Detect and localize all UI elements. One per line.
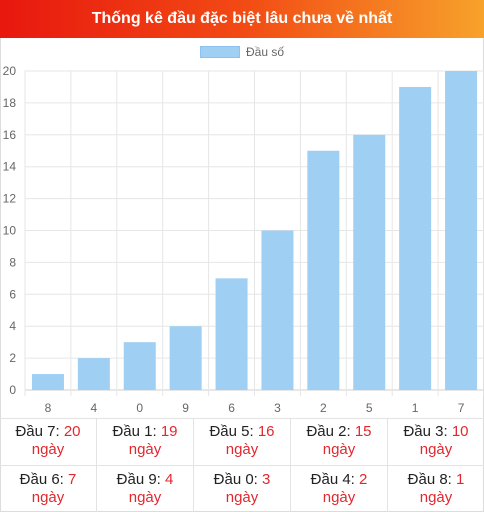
legend-label: Đầu số bbox=[245, 44, 285, 59]
x-tick-label: 2 bbox=[320, 401, 327, 415]
stat-cell: Đầu 6: 7 ngày bbox=[0, 466, 96, 511]
stat-value: 2 bbox=[359, 471, 368, 488]
bar bbox=[169, 326, 202, 390]
y-tick-label: 4 bbox=[9, 319, 16, 333]
bar bbox=[261, 230, 294, 390]
bar bbox=[215, 278, 248, 390]
stat-unit: ngày bbox=[31, 441, 65, 458]
bar bbox=[445, 71, 478, 390]
x-tick-label: 9 bbox=[182, 401, 189, 415]
x-tick-label: 5 bbox=[366, 401, 373, 415]
stats-grid: Đầu 7: 20 ngày Đầu 1: 19 ngày Đầu 5: 16 … bbox=[0, 418, 484, 512]
x-tick-label: 1 bbox=[412, 401, 419, 415]
y-tick-label: 0 bbox=[9, 383, 16, 397]
stat-unit: ngày bbox=[419, 489, 453, 506]
stat-value: 16 bbox=[257, 423, 275, 440]
stat-cell: Đầu 4: 2 ngày bbox=[291, 466, 387, 511]
legend-swatch bbox=[199, 45, 240, 58]
stat-label: Đầu 0: bbox=[213, 471, 258, 488]
stats-divider bbox=[0, 465, 484, 466]
stat-label: Đầu 3: bbox=[403, 423, 448, 440]
stat-unit: ngày bbox=[225, 489, 259, 506]
stat-label: Đầu 8: bbox=[407, 471, 452, 488]
stat-cell: Đầu 2: 15 ngày bbox=[291, 418, 387, 463]
y-tick-label: 14 bbox=[3, 160, 17, 174]
stat-cell: Đầu 0: 3 ngày bbox=[194, 466, 290, 511]
stat-label: Đầu 5: bbox=[209, 423, 254, 440]
stat-cell: Đầu 5: 16 ngày bbox=[194, 418, 290, 463]
stat-label: Đầu 1: bbox=[112, 423, 157, 440]
bar bbox=[123, 342, 156, 390]
stat-cell: Đầu 8: 1 ngày bbox=[388, 466, 484, 511]
y-tick-label: 6 bbox=[9, 287, 16, 301]
y-tick-label: 12 bbox=[3, 192, 17, 206]
x-tick-label: 7 bbox=[458, 401, 465, 415]
stat-value: 10 bbox=[451, 423, 469, 440]
stat-cell: Đầu 9: 4 ngày bbox=[97, 466, 193, 511]
stat-label: Đầu 4: bbox=[310, 471, 355, 488]
stat-value: 4 bbox=[165, 471, 174, 488]
bar bbox=[399, 86, 432, 390]
stat-value: 19 bbox=[160, 423, 178, 440]
y-tick-label: 16 bbox=[3, 128, 17, 142]
stat-value: 20 bbox=[63, 423, 81, 440]
stat-label: Đầu 6: bbox=[19, 471, 64, 488]
y-tick-label: 18 bbox=[3, 96, 17, 110]
x-tick-label: 0 bbox=[136, 401, 143, 415]
stats-divider bbox=[0, 418, 484, 419]
chart-legend[interactable]: Đầu số bbox=[0, 44, 484, 62]
bar bbox=[31, 374, 64, 390]
bar bbox=[77, 358, 110, 390]
bar bbox=[307, 150, 340, 390]
stat-cell: Đầu 1: 19 ngày bbox=[97, 418, 193, 463]
chart-header: Thống kê đầu đặc biệt lâu chưa về nhất bbox=[0, 0, 484, 38]
y-tick-label: 2 bbox=[9, 351, 16, 365]
stat-value: 7 bbox=[68, 471, 77, 488]
stat-unit: ngày bbox=[128, 489, 162, 506]
y-tick-label: 8 bbox=[9, 255, 16, 269]
stat-unit: ngày bbox=[128, 441, 162, 458]
bar bbox=[353, 134, 386, 390]
x-tick-label: 6 bbox=[228, 401, 235, 415]
stat-cell: Đầu 3: 10 ngày bbox=[388, 418, 484, 463]
x-tick-label: 8 bbox=[45, 401, 52, 415]
y-tick-label: 20 bbox=[3, 64, 17, 78]
bar-chart: 0 2 4 6 8 10 12 14 16 18 20 8 4 0 9 6 3 2 5 1 7 bbox=[3, 64, 484, 415]
stat-label: Đầu 7: bbox=[15, 423, 60, 440]
x-tick-label: 4 bbox=[91, 401, 98, 415]
stat-cell: Đầu 7: 20 ngày bbox=[0, 418, 96, 463]
stat-unit: ngày bbox=[419, 441, 453, 458]
stat-unit: ngày bbox=[322, 441, 356, 458]
y-tick-label: 10 bbox=[3, 224, 17, 238]
x-tick-label: 3 bbox=[274, 401, 281, 415]
stat-label: Đầu 2: bbox=[306, 423, 351, 440]
stat-value: 15 bbox=[354, 423, 372, 440]
stat-unit: ngày bbox=[322, 489, 356, 506]
stat-value: 3 bbox=[262, 471, 271, 488]
chart-title: Thống kê đầu đặc biệt lâu chưa về nhất bbox=[91, 10, 393, 27]
stat-value: 1 bbox=[456, 471, 465, 488]
stat-unit: ngày bbox=[225, 441, 259, 458]
stat-unit: ngày bbox=[31, 489, 65, 506]
stat-label: Đầu 9: bbox=[116, 471, 161, 488]
